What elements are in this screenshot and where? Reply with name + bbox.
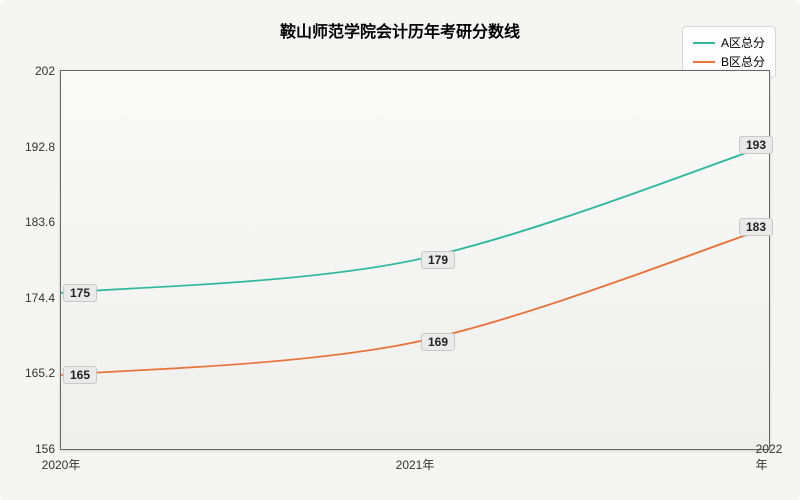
x-tick: 2022年 — [756, 442, 783, 473]
chart-title: 鞍山师范学院会计历年考研分数线 — [280, 18, 520, 42]
legend-item-a: A区总分 — [693, 34, 765, 51]
data-label: 165 — [63, 366, 97, 384]
data-label: 193 — [739, 136, 773, 154]
series-b-line — [61, 227, 769, 375]
y-tick: 202 — [11, 64, 55, 78]
legend-label-a: A区总分 — [721, 34, 765, 51]
plot-area: 156165.2174.4183.6192.82022020年2021年2022… — [60, 70, 770, 450]
legend-swatch-b — [693, 61, 715, 63]
legend-swatch-a — [693, 42, 715, 44]
y-tick: 183.6 — [11, 215, 55, 229]
data-label: 179 — [421, 251, 455, 269]
series-a-line — [61, 145, 769, 293]
data-label: 175 — [63, 284, 97, 302]
legend-label-b: B区总分 — [721, 53, 765, 70]
data-label: 169 — [421, 333, 455, 351]
line-layer — [61, 71, 769, 449]
chart-container: 鞍山师范学院会计历年考研分数线 A区总分 B区总分 156165.2174.41… — [0, 0, 800, 500]
y-tick: 165.2 — [11, 366, 55, 380]
y-tick: 192.8 — [11, 140, 55, 154]
x-tick: 2020年 — [42, 456, 81, 473]
y-tick: 156 — [11, 442, 55, 456]
data-label: 183 — [739, 218, 773, 236]
x-tick: 2021年 — [396, 456, 435, 473]
y-tick: 174.4 — [11, 291, 55, 305]
legend-item-b: B区总分 — [693, 53, 765, 70]
